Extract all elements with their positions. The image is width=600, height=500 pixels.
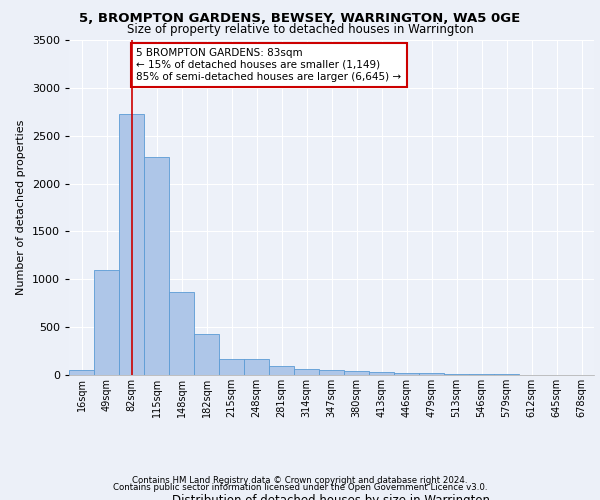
Y-axis label: Number of detached properties: Number of detached properties	[16, 120, 26, 295]
Bar	[269, 366, 294, 375]
Text: 5, BROMPTON GARDENS, BEWSEY, WARRINGTON, WA5 0GE: 5, BROMPTON GARDENS, BEWSEY, WARRINGTON,…	[79, 12, 521, 26]
Bar	[244, 359, 269, 375]
Bar	[94, 270, 119, 375]
Bar	[394, 373, 419, 375]
Bar	[419, 373, 444, 375]
Bar	[69, 370, 94, 375]
Text: Contains HM Land Registry data © Crown copyright and database right 2024.: Contains HM Land Registry data © Crown c…	[132, 476, 468, 485]
X-axis label: Distribution of detached houses by size in Warrington: Distribution of detached houses by size …	[173, 494, 491, 500]
Bar	[444, 374, 469, 375]
Bar	[344, 371, 369, 375]
Bar	[194, 334, 219, 375]
Bar	[469, 374, 494, 375]
Bar	[369, 372, 394, 375]
Text: Size of property relative to detached houses in Warrington: Size of property relative to detached ho…	[127, 22, 473, 36]
Bar	[494, 374, 519, 375]
Bar	[319, 370, 344, 375]
Bar	[294, 369, 319, 375]
Bar	[144, 157, 169, 375]
Bar	[119, 114, 144, 375]
Bar	[219, 358, 244, 375]
Text: Contains public sector information licensed under the Open Government Licence v3: Contains public sector information licen…	[113, 484, 487, 492]
Text: 5 BROMPTON GARDENS: 83sqm
← 15% of detached houses are smaller (1,149)
85% of se: 5 BROMPTON GARDENS: 83sqm ← 15% of detac…	[137, 48, 401, 82]
Bar	[169, 292, 194, 375]
